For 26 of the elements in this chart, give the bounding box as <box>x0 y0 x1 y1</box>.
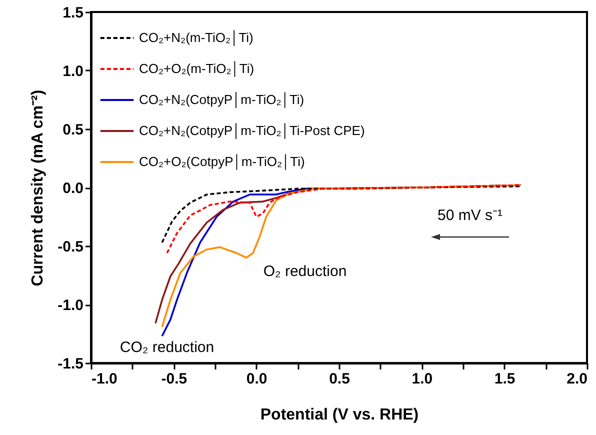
annotation: 50 mV s⁻¹ <box>437 207 503 224</box>
y-tick-label: -1.0 <box>58 297 84 314</box>
legend-label: CO₂+N₂(m-TiO₂│Ti) <box>139 30 254 46</box>
x-tick-label: 2.0 <box>566 370 588 388</box>
y-tick-label: 1.0 <box>62 63 84 80</box>
x-tick-label: 1.5 <box>494 370 516 388</box>
legend-label: CO₂+O₂(m-TiO₂│Ti) <box>139 61 254 77</box>
legend-label: CO₂+O₂(CotpyP│m-TiO₂│Ti) <box>139 154 305 170</box>
legend-label: CO₂+N₂(CotpyP│m-TiO₂│Ti) <box>139 92 304 108</box>
annotation: CO₂ reduction <box>120 339 214 356</box>
annotation: O₂ reduction <box>263 263 347 280</box>
x-tick-label: 0.5 <box>329 370 350 388</box>
y-tick-label: 1.5 <box>62 4 84 22</box>
y-axis-title: Current density (mA cm⁻²) <box>30 90 47 286</box>
line-series <box>166 184 522 254</box>
legend-label: CO₂+N₂(CotpyP│m-TiO₂│Ti-Post CPE) <box>139 123 365 139</box>
x-tick-label: 0.0 <box>246 370 268 388</box>
x-tick-label: 1.0 <box>412 370 433 388</box>
x-axis-title: Potential (V vs. RHE) <box>260 406 419 424</box>
y-tick-label: -0.5 <box>58 238 84 256</box>
y-tick-label: -1.5 <box>58 356 84 372</box>
y-tick-label: 0.5 <box>62 122 84 138</box>
line-series <box>161 185 522 244</box>
x-tick-label: -1.0 <box>92 370 118 388</box>
y-tick-label: 0.0 <box>62 180 84 197</box>
x-tick-label: -0.5 <box>161 370 188 388</box>
